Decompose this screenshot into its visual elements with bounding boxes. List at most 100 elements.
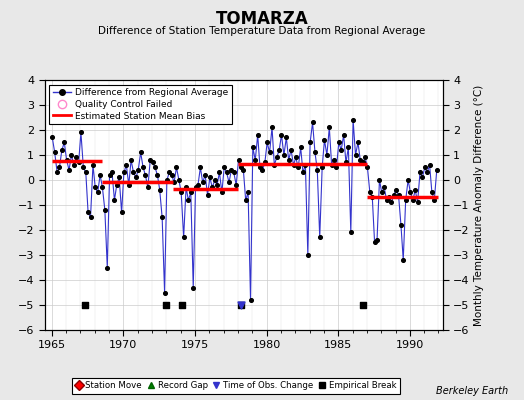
Point	[244, 189, 252, 196]
Point	[74, 159, 83, 166]
Point	[323, 152, 331, 158]
Point	[89, 162, 97, 168]
Point	[328, 162, 336, 168]
Point	[342, 159, 350, 166]
Point	[294, 164, 302, 171]
Point	[406, 189, 414, 196]
Point	[237, 164, 245, 171]
Point	[187, 189, 195, 196]
Point	[191, 184, 200, 191]
Point	[122, 162, 130, 168]
Point	[270, 162, 279, 168]
Point	[373, 237, 381, 243]
Point	[239, 167, 247, 173]
Point	[217, 189, 226, 196]
Legend: Station Move, Record Gap, Time of Obs. Change, Empirical Break: Station Move, Record Gap, Time of Obs. C…	[72, 378, 400, 394]
Point	[308, 119, 316, 126]
Point	[392, 187, 400, 193]
Point	[182, 184, 190, 191]
Legend: Difference from Regional Average, Quality Control Failed, Estimated Station Mean: Difference from Regional Average, Qualit…	[49, 84, 232, 124]
Point	[411, 187, 420, 193]
Point	[103, 264, 112, 271]
Point	[428, 189, 436, 196]
Point	[232, 182, 241, 188]
Point	[117, 209, 126, 216]
Point	[263, 139, 271, 146]
Point	[82, 169, 90, 176]
Point	[421, 164, 429, 171]
Point	[385, 194, 393, 201]
Point	[127, 157, 135, 163]
Point	[174, 177, 183, 183]
Point	[254, 132, 262, 138]
Text: TOMARZA: TOMARZA	[215, 10, 309, 28]
Point	[72, 154, 80, 161]
Point	[50, 149, 59, 156]
Point	[156, 187, 164, 193]
Point	[96, 172, 104, 178]
Y-axis label: Monthly Temperature Anomaly Difference (°C): Monthly Temperature Anomaly Difference (…	[474, 84, 484, 326]
Point	[260, 159, 269, 166]
Point	[395, 192, 403, 198]
Point	[79, 164, 88, 171]
Point	[134, 167, 143, 173]
Point	[356, 157, 365, 163]
Point	[390, 192, 398, 198]
Point	[62, 157, 71, 163]
Point	[105, 172, 114, 178]
Point	[208, 184, 216, 191]
Point	[220, 164, 228, 171]
Point	[136, 149, 145, 156]
Point	[330, 157, 339, 163]
Point	[287, 147, 295, 153]
Point	[237, 302, 245, 308]
Point	[153, 172, 161, 178]
Point	[230, 169, 238, 176]
Point	[289, 162, 298, 168]
Point	[340, 132, 348, 138]
Point	[354, 139, 362, 146]
Point	[242, 197, 250, 203]
Point	[258, 167, 267, 173]
Point	[320, 137, 329, 143]
Point	[146, 157, 155, 163]
Point	[177, 189, 185, 196]
Point	[303, 252, 312, 258]
Text: Berkeley Earth: Berkeley Earth	[436, 386, 508, 396]
Point	[129, 169, 138, 176]
Point	[277, 132, 286, 138]
Point	[98, 184, 106, 191]
Point	[215, 169, 224, 176]
Point	[170, 179, 178, 186]
Point	[148, 159, 157, 166]
Point	[65, 167, 73, 173]
Point	[67, 152, 75, 158]
Point	[201, 172, 209, 178]
Point	[77, 129, 85, 136]
Point	[387, 199, 396, 206]
Point	[234, 157, 243, 163]
Point	[383, 197, 391, 203]
Point	[256, 164, 264, 171]
Point	[119, 169, 128, 176]
Point	[268, 124, 276, 131]
Point	[292, 154, 300, 161]
Point	[101, 207, 109, 213]
Point	[162, 177, 171, 183]
Point	[413, 199, 422, 206]
Point	[113, 182, 121, 188]
Point	[368, 194, 376, 201]
Point	[366, 189, 374, 196]
Point	[189, 284, 198, 291]
Point	[53, 169, 61, 176]
Point	[199, 179, 207, 186]
Point	[265, 149, 274, 156]
Point	[141, 172, 149, 178]
Point	[332, 164, 341, 171]
Point	[358, 159, 367, 166]
Point	[125, 182, 133, 188]
Point	[370, 239, 379, 246]
Point	[272, 154, 281, 161]
Point	[275, 147, 283, 153]
Point	[346, 229, 355, 236]
